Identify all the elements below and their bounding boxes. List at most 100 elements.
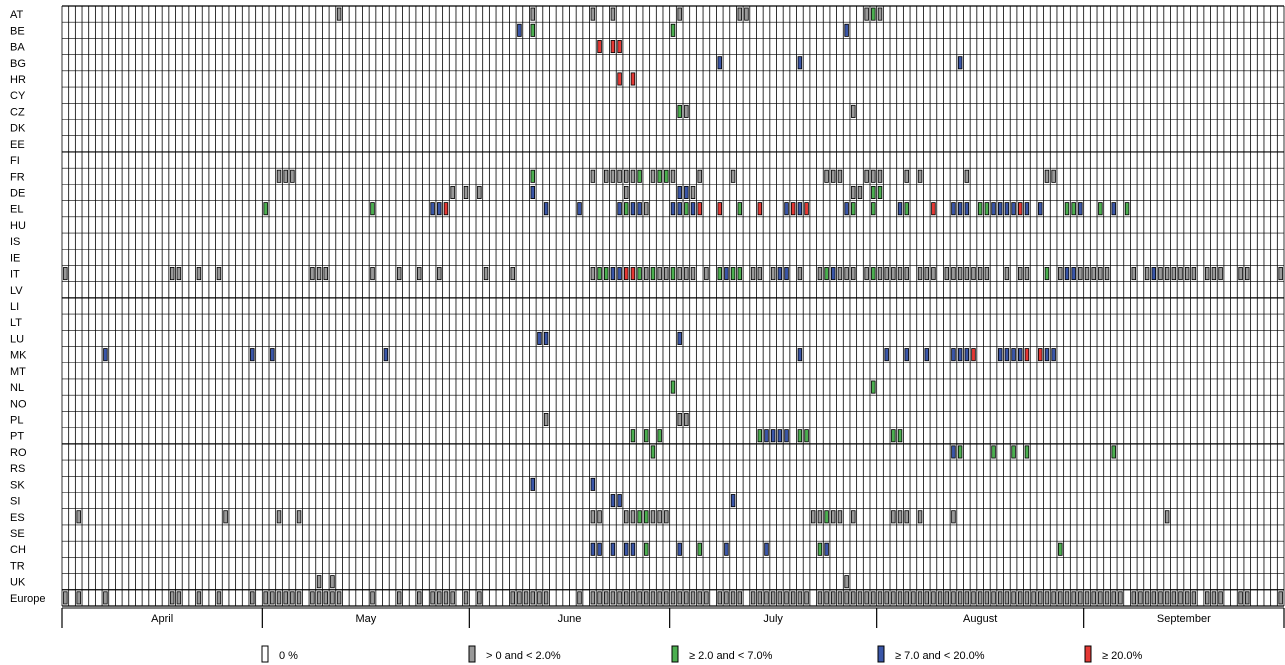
heatmap-cell-fr bbox=[864, 169, 869, 183]
heatmap-cell-europe bbox=[290, 591, 295, 605]
legend-label: 0 % bbox=[279, 650, 298, 662]
heatmap-cell-it bbox=[884, 267, 889, 281]
heatmap-cell-de bbox=[877, 185, 883, 200]
heatmap-cell-ch bbox=[1058, 542, 1063, 556]
heatmap-cell-el bbox=[370, 202, 375, 216]
heatmap-cell-el bbox=[263, 202, 268, 216]
heatmap-cell-es bbox=[597, 510, 602, 524]
heatmap-cell-europe bbox=[737, 591, 743, 605]
heatmap-cell-europe bbox=[1058, 591, 1063, 605]
heatmap-cell-europe bbox=[624, 591, 629, 605]
legend-label: > 0 and < 2.0% bbox=[486, 650, 561, 662]
heatmap-cell-it bbox=[897, 267, 903, 281]
heatmap-cell-europe bbox=[971, 591, 976, 605]
heatmap-cell-pt bbox=[770, 429, 776, 443]
heatmap-cell-europe bbox=[904, 591, 909, 605]
heatmap-cell-it bbox=[797, 267, 803, 281]
heatmap-cell-europe bbox=[103, 591, 108, 605]
heatmap-cell-europe bbox=[283, 591, 288, 605]
heatmap-cell-mk bbox=[964, 348, 970, 362]
heatmap-cell-ro bbox=[957, 445, 963, 459]
heatmap-cell-bg bbox=[957, 56, 963, 70]
heatmap-cell-it bbox=[1204, 267, 1210, 281]
heatmap-cell-el bbox=[624, 202, 629, 216]
heatmap-cell-it bbox=[597, 267, 602, 281]
heatmap-cell-el bbox=[797, 202, 803, 216]
heatmap-cell-europe bbox=[664, 591, 669, 605]
heatmap-cell-fr bbox=[276, 169, 282, 183]
heatmap-cell-europe bbox=[597, 591, 602, 605]
heatmap-cell-it bbox=[590, 267, 596, 281]
heatmap-cell-europe bbox=[724, 591, 729, 605]
heatmap-cell-ch bbox=[624, 542, 629, 556]
heatmap-cell-europe bbox=[697, 591, 702, 605]
heatmap-cell-europe bbox=[63, 591, 68, 605]
heatmap-cell-ba bbox=[610, 40, 616, 54]
heatmap-cell-europe bbox=[650, 591, 656, 605]
heatmap-cell-it bbox=[1098, 267, 1103, 281]
heatmap-cell-it bbox=[837, 267, 843, 281]
heatmap-cell-pt bbox=[891, 429, 896, 443]
heatmap-cell-ro bbox=[1011, 445, 1016, 459]
heatmap-cell-el bbox=[1098, 202, 1103, 216]
heatmap-cell-europe bbox=[1051, 591, 1056, 605]
heatmap-cell-it bbox=[657, 267, 662, 281]
heatmap-cell-fr bbox=[590, 169, 596, 183]
heatmap-cell-europe bbox=[296, 591, 302, 605]
heatmap-cell-el bbox=[1038, 202, 1043, 216]
heatmap-cell-at bbox=[877, 7, 883, 21]
country-labels: AT BE BA BG HR CY CZ DK EE FI FR DE EL HU IS IE IT LV LI LT… bbox=[10, 9, 45, 605]
heatmap-cell-it bbox=[1144, 267, 1150, 281]
row-label-at: AT bbox=[10, 9, 24, 21]
heatmap-cell-el bbox=[804, 202, 809, 216]
heatmap-cell-it bbox=[931, 267, 936, 281]
heatmap-cell-pl bbox=[677, 413, 682, 427]
heatmap-cell-fr bbox=[670, 169, 676, 183]
heatmap-cell-europe bbox=[1191, 591, 1197, 605]
heatmap-cell-el bbox=[1024, 202, 1030, 216]
heatmap-cell-es bbox=[630, 510, 636, 524]
heatmap-cell-el bbox=[697, 202, 702, 216]
heatmap-cell-fr bbox=[657, 169, 662, 183]
heatmap-cell-it bbox=[196, 267, 202, 281]
heatmap-cell-it bbox=[1151, 267, 1157, 281]
heatmap-cell-europe bbox=[270, 591, 275, 605]
heatmap-cell-el bbox=[984, 202, 990, 216]
heatmap-cell-mk bbox=[1011, 348, 1016, 362]
heatmap-cell-pt bbox=[784, 429, 789, 443]
heatmap-cell-mk bbox=[1004, 348, 1010, 362]
heatmap-cell-it bbox=[957, 267, 963, 281]
heatmap-cell-europe bbox=[690, 591, 696, 605]
heatmap-cell-europe bbox=[1018, 591, 1023, 605]
heatmap-cell-europe bbox=[316, 591, 322, 605]
heatmap-cell-es bbox=[296, 510, 302, 524]
heatmap-cell-pt bbox=[630, 429, 636, 443]
heatmap-cell-mk bbox=[383, 348, 389, 362]
heatmap-cell-europe bbox=[216, 591, 222, 605]
heatmap-cell-el bbox=[637, 202, 642, 216]
heatmap-cell-europe bbox=[537, 591, 542, 605]
heatmap-cell-es bbox=[891, 510, 896, 524]
row-label-hu: HU bbox=[10, 220, 26, 232]
heatmap-cell-el bbox=[904, 202, 909, 216]
heatmap-cell-europe bbox=[957, 591, 963, 605]
heatmap-cell-europe bbox=[310, 591, 315, 605]
heatmap-cell-ch bbox=[644, 542, 649, 556]
month-label-september: September bbox=[1157, 613, 1211, 625]
heatmap-cell-fr bbox=[290, 169, 295, 183]
heatmap-cell-pt bbox=[764, 429, 769, 443]
heatmap-cell-it bbox=[1278, 267, 1283, 281]
heatmap-cell-europe bbox=[543, 591, 549, 605]
heatmap-cell-it bbox=[1004, 267, 1010, 281]
heatmap-cell-de bbox=[530, 185, 536, 200]
heatmap-cell-it bbox=[964, 267, 970, 281]
heatmap-cell-it bbox=[370, 267, 375, 281]
heatmap-cell-europe bbox=[603, 591, 609, 605]
heatmap-cell-el bbox=[784, 202, 789, 216]
heatmap-cell-be bbox=[670, 23, 676, 37]
row-label-cy: CY bbox=[10, 90, 26, 102]
heatmap-cell-europe bbox=[764, 591, 769, 605]
heatmap-cell-it bbox=[483, 267, 489, 281]
heatmap-cell-el bbox=[871, 202, 876, 216]
row-label-nl: NL bbox=[10, 382, 24, 394]
